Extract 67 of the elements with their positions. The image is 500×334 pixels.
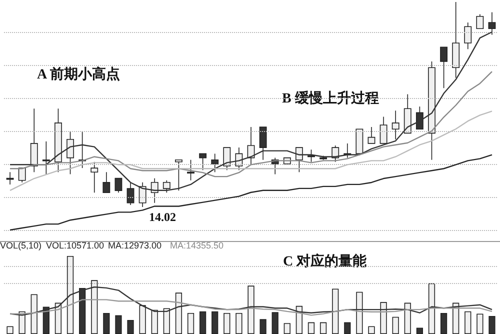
candlestick: [476, 14, 484, 30]
bar: [6, 326, 14, 334]
candlestick: [162, 180, 170, 194]
bar: [320, 322, 327, 334]
text: MA:12973.00: [108, 240, 162, 250]
candlestick: [42, 141, 50, 175]
candlestick: [211, 153, 219, 173]
bar: [224, 312, 230, 334]
bar: [66, 256, 74, 334]
bar: [139, 305, 146, 334]
text: VOL(5,10): [0, 240, 42, 250]
bar: [416, 328, 423, 334]
bar: [103, 312, 110, 334]
bar: [187, 312, 194, 334]
candlestick: [90, 162, 98, 194]
candlestick: [18, 168, 26, 183]
bar: [151, 310, 158, 334]
candlestick: [380, 116, 388, 144]
bar: [428, 283, 436, 334]
candlestick: [30, 108, 38, 173]
candlestick: [259, 126, 267, 160]
annotation: B 缓慢上升过程: [282, 90, 379, 106]
candlestick: [199, 153, 207, 170]
bar: [199, 311, 206, 334]
candlestick: [416, 106, 424, 130]
bar: [284, 323, 290, 334]
bar: [404, 302, 411, 334]
bar: [296, 306, 303, 334]
candlestick: [66, 130, 74, 175]
bar: [248, 286, 254, 334]
bar: [260, 319, 266, 334]
text: VOL:10571.00: [46, 240, 104, 250]
bar: [476, 314, 484, 334]
bar: [163, 308, 170, 334]
candlestick: [102, 172, 110, 194]
annotation: 14.02: [149, 210, 176, 224]
annotation: A 前期小高点: [37, 66, 120, 82]
bar: [344, 322, 351, 334]
bar: [440, 312, 448, 334]
bar: [392, 316, 399, 334]
candlestick: [392, 110, 400, 140]
text: MA:14355.50: [170, 240, 224, 250]
bar: [356, 292, 363, 334]
bar: [464, 311, 472, 334]
candlestick: [295, 147, 303, 173]
candlestick: [114, 178, 122, 194]
candlestick: [150, 178, 158, 204]
candlestick: [368, 126, 376, 144]
annotation: C 对应的量能: [283, 252, 368, 270]
bar: [488, 316, 496, 334]
bar: [368, 326, 375, 334]
bar: [175, 292, 182, 334]
bar: [308, 322, 315, 334]
candlestick: [138, 182, 146, 208]
candlestick: [440, 46, 448, 88]
bar: [236, 312, 242, 334]
candlestick: [464, 22, 472, 50]
candlestick: [174, 159, 182, 191]
bar: [30, 294, 38, 334]
bar: [212, 311, 218, 334]
bar: [127, 320, 134, 334]
bar: [380, 302, 387, 334]
bar: [272, 312, 278, 334]
bar: [91, 280, 98, 334]
bar: [332, 288, 339, 334]
bar: [115, 315, 122, 334]
bar: [54, 302, 62, 334]
